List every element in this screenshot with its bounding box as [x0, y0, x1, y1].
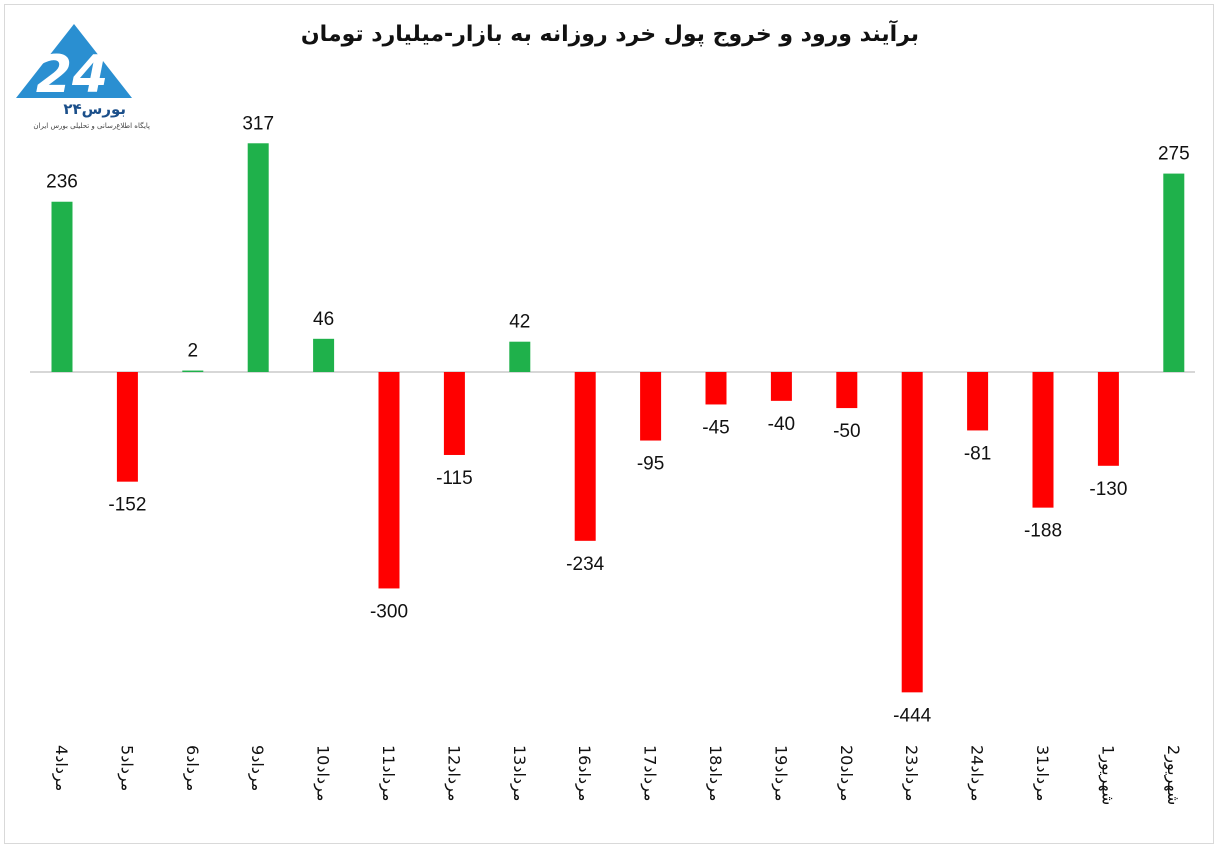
data-label-13: -50	[833, 421, 860, 442]
bar-4	[247, 143, 269, 372]
category-label-15: 24مرداد	[967, 745, 987, 801]
category-label-13: 20مرداد	[836, 745, 856, 801]
category-label-14: 23مرداد	[901, 745, 921, 801]
logo-tagline: پایگاه اطلاع‌رسانی و تحلیلی بورس ایران	[33, 122, 150, 130]
data-label-11: -45	[702, 417, 729, 438]
data-label-7: -115	[436, 468, 473, 489]
category-label-3: 6مرداد	[182, 745, 202, 791]
chart-frame	[4, 4, 1214, 844]
data-label-15: -81	[964, 443, 991, 464]
bar-8	[509, 341, 531, 372]
bar-3	[182, 370, 204, 372]
bar-13	[836, 372, 858, 409]
category-label-1: 4مرداد	[51, 745, 71, 791]
category-label-6: 11مرداد	[378, 745, 398, 801]
bar-14	[901, 372, 923, 693]
category-label-10: 17مرداد	[640, 745, 660, 801]
data-label-14: -444	[893, 705, 931, 726]
bar-15	[967, 372, 989, 431]
bar-16	[1032, 372, 1054, 508]
data-label-17: -130	[1089, 479, 1127, 500]
category-label-4: 9مرداد	[247, 745, 267, 791]
data-label-18: 275	[1158, 144, 1190, 165]
data-label-10: -95	[637, 454, 664, 475]
bar-12	[770, 372, 792, 401]
logo-triangle-icon: 24	[16, 24, 132, 105]
category-label-17: 1شهریور	[1097, 745, 1117, 805]
category-label-7: 12مرداد	[443, 745, 463, 801]
bar-10	[640, 372, 662, 441]
bar-18	[1163, 173, 1185, 372]
logo-name: بورس۲۴	[63, 100, 126, 118]
category-label-16: 31مرداد	[1032, 745, 1052, 801]
category-label-11: 18مرداد	[705, 745, 725, 801]
bar-7	[443, 372, 465, 455]
category-label-5: 10مرداد	[313, 745, 333, 801]
data-label-9: -234	[566, 554, 604, 575]
bar-11	[705, 372, 727, 405]
data-label-5: 46	[313, 309, 334, 330]
bar-6	[378, 372, 400, 589]
category-label-9: 16مرداد	[574, 745, 594, 801]
data-label-4: 317	[242, 113, 274, 134]
bar-5	[313, 338, 335, 372]
data-label-2: -152	[108, 495, 146, 516]
data-label-6: -300	[370, 601, 408, 622]
data-label-1: 236	[46, 172, 78, 193]
bar-2	[116, 372, 138, 482]
data-label-3: 2	[188, 341, 199, 362]
bar-1	[51, 201, 73, 372]
data-label-8: 42	[509, 312, 530, 333]
data-label-12: -40	[768, 414, 795, 435]
category-label-2: 5مرداد	[116, 745, 136, 791]
logo: 24 بورس۲۴ پایگاه اطلاع‌رسانی و تحلیلی بو…	[8, 22, 158, 140]
bar-9	[574, 372, 596, 541]
category-label-8: 13مرداد	[509, 745, 529, 801]
category-label-12: 19مرداد	[770, 745, 790, 801]
bar-17	[1097, 372, 1119, 466]
svg-text:24: 24	[36, 45, 108, 102]
chart-title: برآیند ورود و خروج پول خرد روزانه به باز…	[300, 22, 920, 47]
category-label-18: 2شهریور	[1163, 745, 1183, 805]
data-label-16: -188	[1024, 521, 1062, 542]
